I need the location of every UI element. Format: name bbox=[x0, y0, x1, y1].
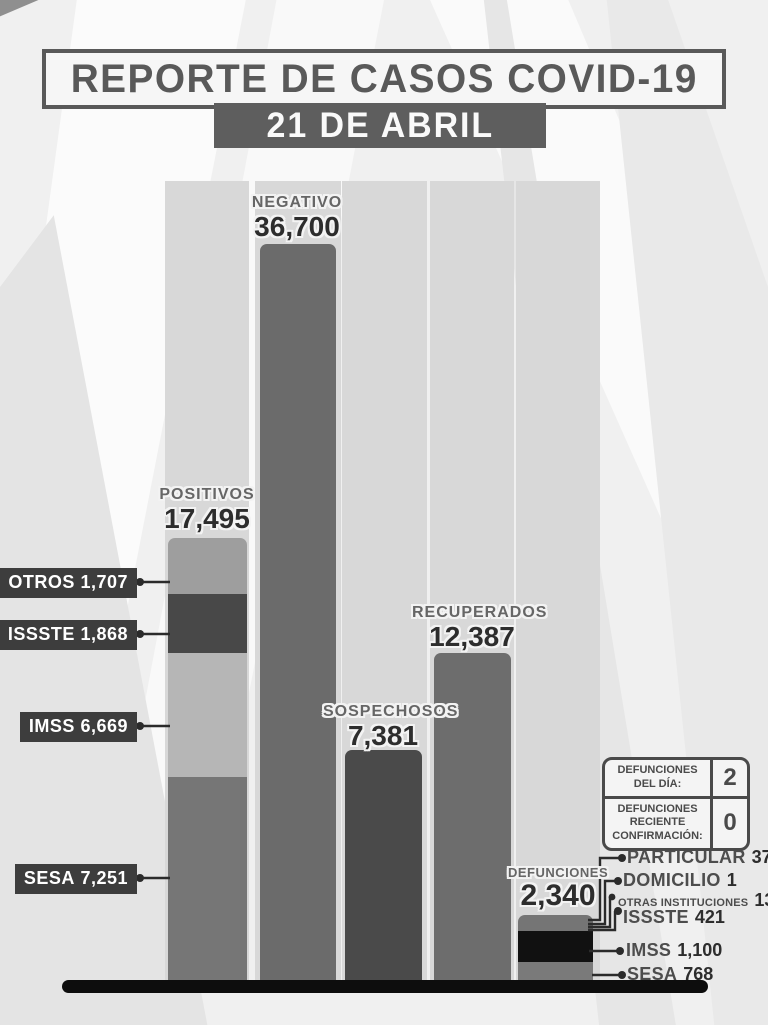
bar-negativo bbox=[260, 244, 336, 983]
badge-sesa: SESA 7,251 bbox=[14, 864, 137, 894]
category-name: DEFUNCIONES bbox=[508, 865, 609, 880]
category-value: 36,700 bbox=[254, 210, 340, 242]
segment-def-otras-instituciones bbox=[518, 915, 593, 931]
bar-recuperados bbox=[434, 653, 511, 983]
def-label-domicilio: DOMICILIO 1 bbox=[623, 870, 737, 891]
bar-sospechosos bbox=[345, 750, 422, 983]
label-line: CONFIRMACIÓN: bbox=[612, 830, 703, 842]
label-positivos: POSITIVOS 17,495 bbox=[147, 486, 267, 533]
bar-positivos bbox=[168, 538, 247, 983]
def-value: 13 bbox=[754, 890, 768, 910]
def-value: 421 bbox=[694, 907, 725, 927]
label-line: DEFUNCIONES bbox=[617, 764, 698, 776]
segment-def-sesa bbox=[518, 962, 593, 983]
def-value: 768 bbox=[683, 964, 714, 984]
label-negativo: NEGATIVO 36,700 bbox=[237, 194, 357, 241]
label-defunciones: DEFUNCIONES 2,340 bbox=[508, 865, 609, 913]
def-name: OTRAS INSTITUCIONES bbox=[618, 897, 749, 909]
def-label-issste: ISSSTE 421 bbox=[623, 907, 725, 928]
badge-issste: ISSSTE 1,868 bbox=[0, 620, 137, 650]
def-name: SESA bbox=[627, 964, 678, 984]
def-name: IMSS bbox=[626, 940, 672, 960]
chart-baseline bbox=[62, 980, 708, 993]
badge-name: IMSS bbox=[28, 716, 75, 736]
defunciones-stats-table: DEFUNCIONES DEL DÍA: 2 DEFUNCIONES RECIE… bbox=[602, 757, 750, 851]
segment-sesa bbox=[168, 777, 247, 983]
def-value: 1 bbox=[726, 870, 737, 890]
badge-value: 6,669 bbox=[80, 716, 128, 736]
bar-defunciones bbox=[518, 915, 593, 983]
chart-column-defunciones bbox=[516, 181, 600, 983]
category-value: 17,495 bbox=[164, 502, 250, 534]
category-value: 2,340 bbox=[520, 879, 596, 913]
category-name: NEGATIVO bbox=[251, 194, 343, 211]
label-line: DEL DÍA: bbox=[633, 777, 682, 790]
label-recuperados: RECUPERADOS 12,387 bbox=[412, 604, 548, 652]
def-name: ISSSTE bbox=[623, 907, 689, 927]
category-value: 12,387 bbox=[429, 620, 515, 652]
report-date-box: 21 DE ABRIL bbox=[214, 103, 546, 148]
report-date: 21 DE ABRIL bbox=[266, 105, 494, 145]
category-name: POSITIVOS bbox=[159, 486, 255, 503]
table-row-label: DEFUNCIONES DEL DÍA: bbox=[605, 760, 710, 796]
table-row-value: 0 bbox=[710, 798, 747, 848]
segment-def-imss bbox=[518, 931, 593, 962]
def-value: 37 bbox=[751, 847, 768, 867]
report-title-box: REPORTE DE CASOS COVID-19 bbox=[42, 49, 726, 109]
badge-name: ISSSTE bbox=[7, 624, 75, 644]
def-label-sesa: SESA 768 bbox=[627, 964, 713, 985]
category-name: RECUPERADOS bbox=[412, 604, 548, 621]
category-value: 7,381 bbox=[347, 719, 419, 751]
label-line: RECIENTE bbox=[629, 816, 686, 829]
table-row: DEFUNCIONES RECIENTE CONFIRMACIÓN: 0 bbox=[605, 795, 747, 848]
badge-imss: IMSS 6,669 bbox=[19, 712, 137, 742]
def-label-imss: IMSS 1,100 bbox=[626, 940, 722, 961]
def-label-particular: PARTICULAR 37 bbox=[627, 847, 768, 868]
def-label-otras-instituciones: OTRAS INSTITUCIONES 13 bbox=[618, 890, 768, 911]
def-name: PARTICULAR bbox=[627, 847, 746, 867]
def-value: 1,100 bbox=[677, 940, 723, 960]
badge-value: 1,868 bbox=[80, 624, 128, 644]
badge-otros: OTROS 1,707 bbox=[0, 568, 137, 598]
badge-name: OTROS bbox=[8, 572, 75, 592]
category-name: SOSPECHOSOS bbox=[323, 703, 459, 720]
report-title: REPORTE DE CASOS COVID-19 bbox=[70, 56, 698, 101]
badge-name: SESA bbox=[23, 868, 75, 888]
segment-otros bbox=[168, 538, 247, 594]
label-sospechosos: SOSPECHOSOS 7,381 bbox=[323, 703, 459, 751]
badge-value: 7,251 bbox=[80, 868, 128, 888]
table-row-value: 2 bbox=[710, 760, 747, 796]
def-name: DOMICILIO bbox=[623, 870, 721, 890]
table-row-label: DEFUNCIONES RECIENTE CONFIRMACIÓN: bbox=[605, 799, 710, 848]
segment-imss bbox=[168, 653, 247, 777]
table-row: DEFUNCIONES DEL DÍA: 2 bbox=[605, 760, 747, 796]
label-line: DEFUNCIONES bbox=[617, 802, 698, 815]
segment-issste bbox=[168, 594, 247, 653]
badge-value: 1,707 bbox=[80, 572, 128, 592]
